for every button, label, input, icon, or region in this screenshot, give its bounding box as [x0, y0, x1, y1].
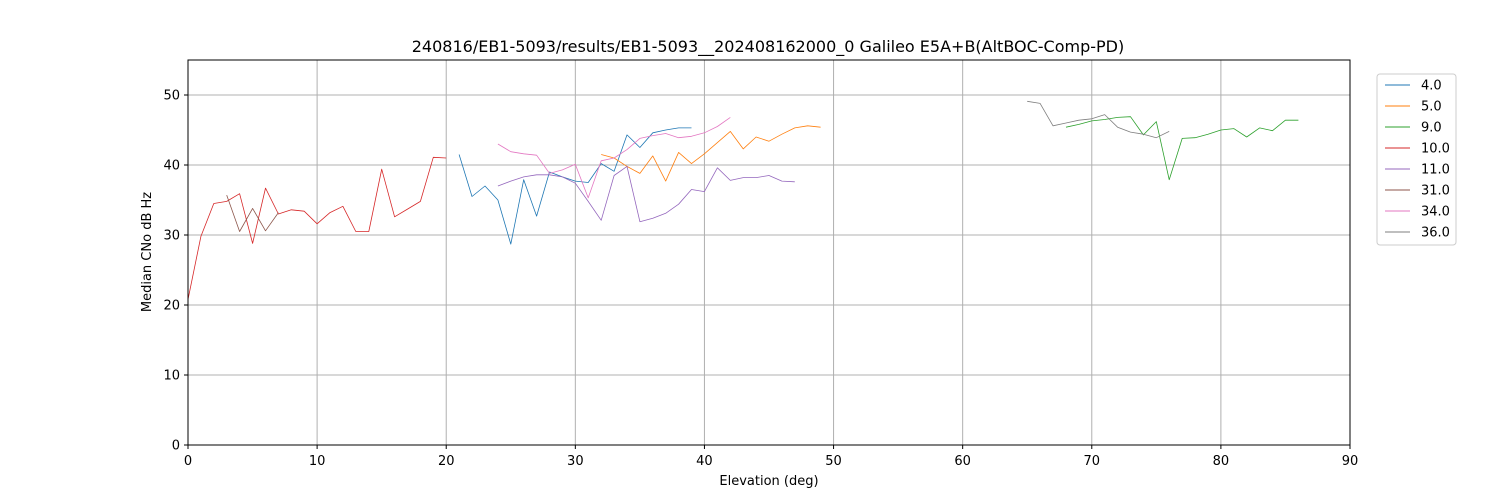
series-line: [497, 117, 731, 199]
y-axis-label: Median CNo dB Hz: [140, 192, 155, 312]
x-tick-label: 60: [954, 454, 971, 469]
x-tick-label: 30: [567, 454, 584, 469]
chart-title: 240816/EB1-5093/results/EB1-5093__202408…: [412, 37, 1125, 57]
series-line: [226, 194, 279, 232]
legend: 4.0 5.0 9.0 10.0 11.0 31.0 34.0 36.0: [1376, 73, 1457, 246]
series-line: [497, 165, 795, 223]
y-tick-label: 0: [172, 439, 180, 454]
y-tick-label: 40: [163, 159, 180, 174]
legend-label: 10.0: [1421, 142, 1450, 157]
x-tick-label: 90: [1342, 454, 1359, 469]
legend-frame: [1376, 73, 1457, 246]
grid: [187, 60, 1351, 446]
series-line: [601, 125, 821, 182]
x-axis: 0 10 20 30 40 50 60 70 80 90: [184, 445, 1358, 469]
y-tick-label: 30: [163, 229, 180, 244]
x-tick-label: 0: [184, 454, 192, 469]
x-tick-label: 40: [696, 454, 713, 469]
legend-label: 31.0: [1421, 184, 1450, 199]
x-tick-label: 80: [1213, 454, 1230, 469]
series-line: [1065, 116, 1299, 181]
plot-frame: [187, 59, 1351, 446]
legend-label: 36.0: [1421, 226, 1450, 241]
series-line: [1027, 100, 1170, 139]
x-tick-label: 10: [309, 454, 326, 469]
y-tick-label: 10: [163, 369, 180, 384]
x-tick-label: 20: [438, 454, 455, 469]
legend-label: 9.0: [1421, 121, 1442, 136]
y-tick-label: 20: [163, 299, 180, 314]
series-line: [458, 127, 692, 245]
series-line: [187, 156, 447, 300]
series-layer: [187, 100, 1299, 300]
legend-label: 4.0: [1421, 79, 1442, 94]
y-axis: 0 10 20 30 40 50: [163, 89, 188, 454]
y-tick-label: 50: [163, 89, 180, 104]
legend-label: 34.0: [1421, 205, 1450, 220]
legend-label: 11.0: [1421, 163, 1450, 178]
legend-label: 5.0: [1421, 100, 1442, 115]
x-tick-label: 50: [825, 454, 842, 469]
x-tick-label: 70: [1084, 454, 1101, 469]
x-axis-label: Elevation (deg): [719, 474, 818, 489]
